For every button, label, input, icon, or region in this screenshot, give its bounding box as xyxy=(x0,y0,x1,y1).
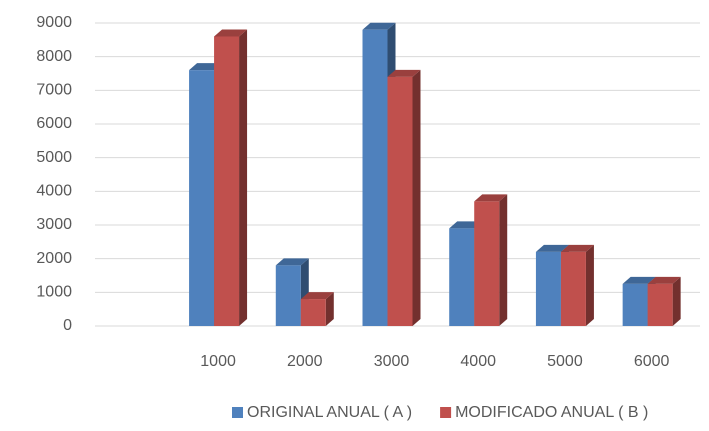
legend-swatch xyxy=(440,407,452,418)
legend-label: MODIFICADO ANUAL ( B ) xyxy=(455,404,648,421)
y-tick-label: 0 xyxy=(63,317,72,334)
bar xyxy=(560,251,586,326)
y-tick-label: 2000 xyxy=(36,250,72,267)
bar-top xyxy=(362,22,396,30)
bar xyxy=(449,228,475,326)
bar-top xyxy=(300,292,334,300)
legend-swatch xyxy=(232,407,243,418)
bar-side xyxy=(412,69,421,326)
bar-top xyxy=(214,29,248,37)
bar xyxy=(647,283,673,326)
bar-top xyxy=(474,194,508,202)
bar xyxy=(362,29,388,326)
y-tick-label: 6000 xyxy=(36,115,72,132)
bar xyxy=(300,299,326,326)
bar-side xyxy=(672,276,681,326)
bar-top xyxy=(275,258,309,266)
y-tick-label: 4000 xyxy=(36,183,72,200)
bar-side xyxy=(239,29,248,326)
y-tick-label: 5000 xyxy=(36,149,72,166)
legend-label: ORIGINAL ANUAL ( A ) xyxy=(247,404,412,421)
bar-top xyxy=(535,244,569,252)
x-tick-label: 4000 xyxy=(460,353,496,370)
bar-top xyxy=(387,69,421,77)
bar xyxy=(474,201,500,326)
bar xyxy=(622,283,648,326)
y-tick-label: 9000 xyxy=(36,14,72,31)
bar-top xyxy=(647,276,681,284)
bar-side xyxy=(325,292,334,326)
x-tick-label: 5000 xyxy=(547,353,583,370)
y-tick-label: 8000 xyxy=(36,48,72,65)
bar-side xyxy=(499,194,508,326)
bar-top xyxy=(560,244,594,252)
bar-side xyxy=(585,244,594,326)
bar xyxy=(535,251,561,326)
bar xyxy=(275,265,301,326)
bar-top xyxy=(449,221,483,229)
bar xyxy=(214,36,240,326)
y-tick-label: 7000 xyxy=(36,82,72,99)
bar xyxy=(189,70,215,326)
x-tick-label: 6000 xyxy=(634,353,670,370)
x-tick-label: 1000 xyxy=(200,353,236,370)
y-tick-label: 1000 xyxy=(36,284,72,301)
x-tick-label: 2000 xyxy=(287,353,323,370)
y-tick-label: 3000 xyxy=(36,216,72,233)
bar xyxy=(387,76,413,326)
x-tick-label: 3000 xyxy=(374,353,410,370)
bar-top xyxy=(622,276,656,284)
bar-top xyxy=(189,63,223,71)
